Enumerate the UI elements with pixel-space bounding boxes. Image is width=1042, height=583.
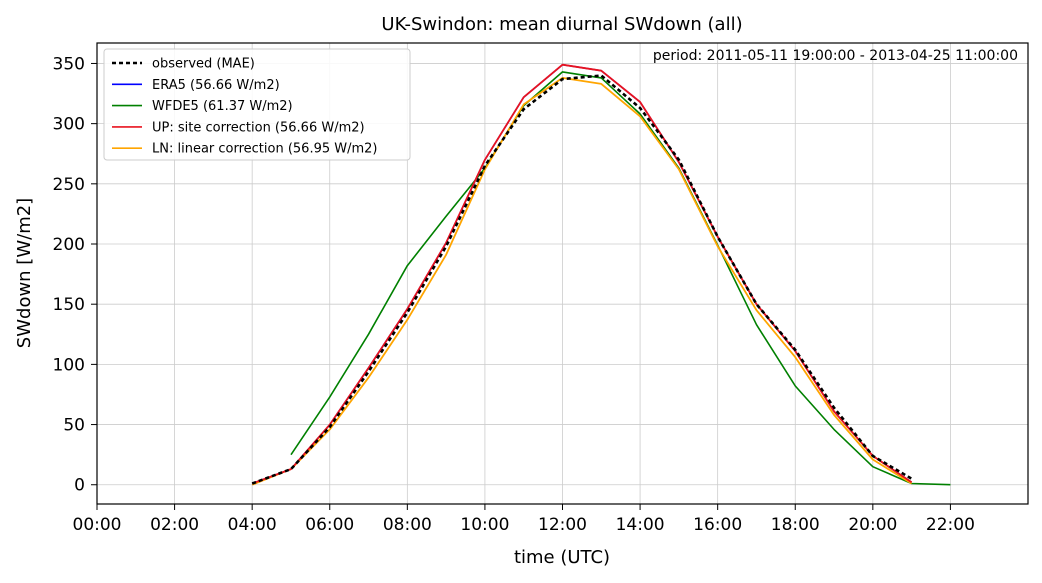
y-tick-label: 50 xyxy=(63,416,85,436)
legend-label: WFDE5 (61.37 W/m2) xyxy=(152,99,293,114)
x-tick-label: 02:00 xyxy=(150,515,199,535)
legend-label: observed (MAE) xyxy=(152,57,255,72)
legend-label: LN: linear correction (56.95 W/m2) xyxy=(152,142,378,157)
y-tick-label: 0 xyxy=(74,476,85,496)
plot-frame xyxy=(96,42,1029,505)
x-tick-label: 12:00 xyxy=(538,515,587,535)
series-line-0 xyxy=(251,74,913,485)
x-tick-label: 18:00 xyxy=(771,515,820,535)
series-line-4 xyxy=(251,77,913,486)
y-tick-label: 200 xyxy=(53,235,85,255)
legend-box xyxy=(103,48,411,161)
x-tick-label: 00:00 xyxy=(73,515,122,535)
series-lines xyxy=(251,63,951,486)
x-tick-label: 08:00 xyxy=(383,515,432,535)
x-tick-label: 16:00 xyxy=(693,515,742,535)
legend-label: UP: site correction (56.66 W/m2) xyxy=(152,120,365,135)
x-tick-label: 06:00 xyxy=(305,515,354,535)
x-tick-label: 14:00 xyxy=(616,515,665,535)
period-annotation: period: 2011-05-11 19:00:00 - 2013-04-25… xyxy=(653,48,1018,64)
legend-label: ERA5 (56.66 W/m2) xyxy=(152,78,280,93)
y-tick-label: 250 xyxy=(53,175,85,195)
x-axis-label: time (UTC) xyxy=(514,547,610,568)
y-axis-label: SWdown [W/m2] xyxy=(14,198,35,348)
y-tick-label: 350 xyxy=(53,54,85,74)
series-line-2 xyxy=(290,71,951,486)
grid-lines xyxy=(96,43,1028,504)
chart-title: UK-Swindon: mean diurnal SWdown (all) xyxy=(381,14,742,35)
x-tick-label: 10:00 xyxy=(460,515,509,535)
legend: observed (MAE) ERA5 (56.66 W/m2) WFDE5 (61… xyxy=(103,48,411,161)
x-axis-ticks: 00:00 02:00 04:00 06:00 08:00 10:00 12:00 14:00… xyxy=(73,504,975,535)
y-tick-label: 100 xyxy=(53,355,85,375)
x-tick-label: 04:00 xyxy=(228,515,277,535)
y-tick-label: 300 xyxy=(53,115,85,135)
x-tick-label: 22:00 xyxy=(926,515,975,535)
x-tick-label: 20:00 xyxy=(848,515,897,535)
y-tick-label: 150 xyxy=(53,295,85,315)
y-axis-ticks: 0 50 100 150 200 250 300 350 xyxy=(53,54,97,496)
